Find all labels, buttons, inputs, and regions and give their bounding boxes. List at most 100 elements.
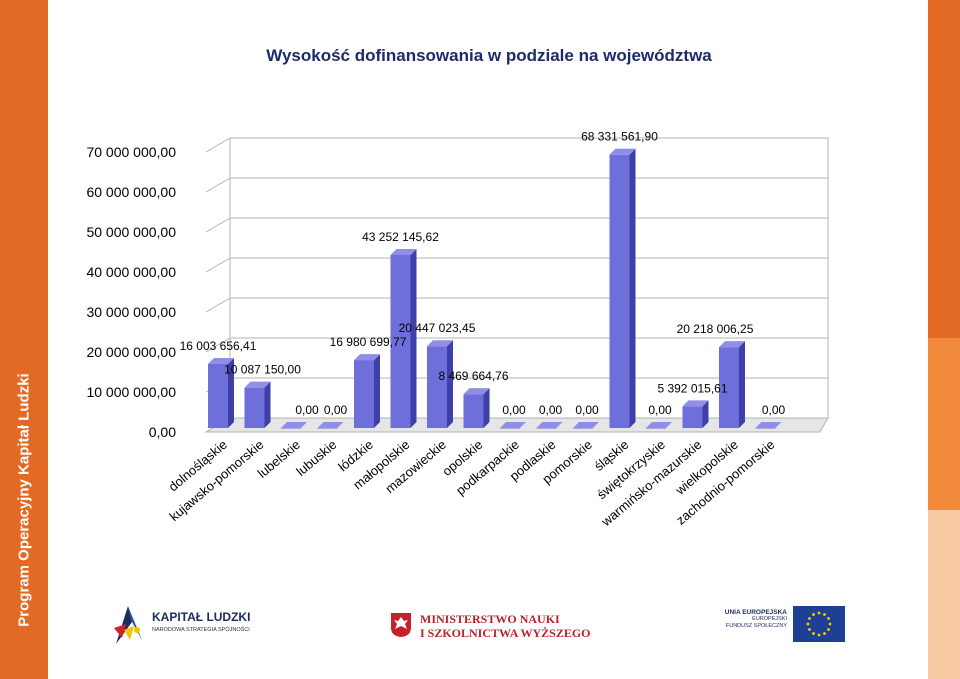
bar-top bbox=[755, 422, 782, 428]
bar-top bbox=[317, 422, 344, 428]
eu-star bbox=[817, 611, 821, 615]
eu-star bbox=[827, 617, 830, 620]
bar-side bbox=[483, 388, 490, 428]
bar-top bbox=[463, 388, 490, 395]
kapital-ludzki-title: KAPITAŁ LUDZKI bbox=[152, 610, 251, 624]
bar-front bbox=[317, 428, 338, 429]
bar bbox=[244, 381, 271, 428]
bar bbox=[536, 422, 563, 429]
data-label: 0,00 bbox=[648, 403, 672, 417]
bar-top bbox=[244, 381, 271, 388]
eu-star bbox=[817, 633, 821, 637]
kapital-ludzki-subtitle: NARODOWA STRATEGIA SPÓJNOŚCI bbox=[152, 627, 250, 633]
right-band-mid bbox=[928, 338, 960, 510]
bar-top bbox=[500, 422, 526, 428]
data-label: 0,00 bbox=[295, 403, 319, 417]
bar-front bbox=[390, 254, 411, 428]
y-tick-label: 50 000 000,00 bbox=[86, 224, 176, 240]
bar bbox=[427, 340, 453, 428]
eu-star bbox=[823, 632, 826, 635]
bar-side bbox=[228, 357, 234, 428]
kapital-ludzki-logo: KAPITAŁ LUDZKI NARODOWA STRATEGIA SPÓJNO… bbox=[112, 600, 312, 646]
bar-front bbox=[536, 428, 557, 429]
bar-front bbox=[573, 428, 593, 429]
bar-front bbox=[500, 428, 520, 429]
bar-side bbox=[374, 354, 380, 428]
data-label: 20 447 023,45 bbox=[399, 321, 476, 335]
bar-front bbox=[609, 154, 630, 428]
kapital-ludzki-emblem-icon bbox=[114, 606, 142, 644]
eu-star bbox=[828, 622, 832, 626]
data-label: 43 252 145,62 bbox=[362, 230, 439, 244]
y-tick-label: 40 000 000,00 bbox=[86, 264, 176, 280]
bar-top bbox=[390, 248, 417, 255]
data-label: 8 469 664,76 bbox=[438, 369, 508, 383]
eu-star bbox=[806, 622, 810, 626]
data-label: 0,00 bbox=[502, 403, 526, 417]
y-tick-label: 70 000 000,00 bbox=[86, 144, 176, 160]
bar bbox=[208, 357, 234, 428]
data-label: 5 392 015,61 bbox=[657, 381, 727, 395]
bar-side bbox=[629, 148, 636, 428]
bar-front bbox=[463, 394, 484, 428]
bar-front bbox=[281, 428, 301, 429]
bar-top bbox=[354, 354, 380, 361]
gridline-depth bbox=[205, 217, 231, 233]
gridline-depth bbox=[205, 257, 231, 273]
eu-line3: FUNDUSZ SPOŁECZNY bbox=[725, 622, 787, 629]
data-label: 0,00 bbox=[575, 403, 599, 417]
bar-front bbox=[427, 346, 447, 428]
bar-front bbox=[354, 360, 374, 428]
bar-front bbox=[755, 428, 776, 429]
eu-line2: EUROPEJSKI bbox=[752, 616, 787, 623]
bar bbox=[573, 422, 599, 429]
bar-front bbox=[682, 406, 703, 428]
data-label: 68 331 561,90 bbox=[581, 130, 658, 144]
polish-eagle-emblem-icon bbox=[391, 613, 411, 637]
gridline-depth bbox=[205, 137, 231, 153]
bar-top bbox=[609, 148, 636, 155]
bar-chart: 0,00 10 000 000,00 20 000 000,00 30 000 000… bbox=[86, 130, 829, 530]
data-label: 0,00 bbox=[539, 403, 563, 417]
y-tick-label: 0,00 bbox=[149, 424, 176, 440]
chart-title: Wysokość dofinansowania w podziale na wo… bbox=[266, 46, 712, 65]
bar-side bbox=[739, 341, 745, 428]
bar-top bbox=[646, 422, 672, 428]
eu-star bbox=[812, 613, 815, 616]
bar bbox=[317, 422, 344, 429]
eu-star bbox=[812, 632, 815, 635]
right-color-band bbox=[928, 0, 960, 679]
bar-front bbox=[244, 387, 265, 428]
bar-side bbox=[702, 400, 709, 428]
eu-star bbox=[808, 617, 811, 620]
right-band-dark bbox=[928, 0, 960, 338]
bar bbox=[609, 148, 636, 428]
data-label: 0,00 bbox=[762, 403, 786, 417]
bar-top bbox=[208, 357, 234, 364]
data-label: 10 087 150,00 bbox=[224, 363, 301, 377]
y-tick-label: 30 000 000,00 bbox=[86, 304, 176, 320]
bar-front bbox=[646, 428, 666, 429]
eu-logo: UNIA EUROPEJSKA EUROPEJSKI FUNDUSZ SPOŁE… bbox=[700, 606, 845, 646]
gridline-depth bbox=[205, 177, 231, 193]
data-label: 20 218 006,25 bbox=[677, 322, 754, 336]
eu-star bbox=[808, 628, 811, 631]
bar-top bbox=[682, 400, 709, 407]
x-tick-label: lubuskie bbox=[293, 437, 339, 479]
y-tick-label: 20 000 000,00 bbox=[86, 344, 176, 360]
bar bbox=[390, 248, 417, 428]
data-label: 16 003 656,41 bbox=[180, 339, 257, 353]
left-sidebar-band: Program Operacyjny Kapitał Ludzki bbox=[0, 0, 48, 679]
y-tick-label: 60 000 000,00 bbox=[86, 184, 176, 200]
bar bbox=[463, 388, 490, 428]
eu-star bbox=[827, 628, 830, 631]
bar-top bbox=[281, 422, 307, 428]
bar bbox=[719, 341, 745, 428]
bar-top bbox=[573, 422, 599, 428]
ministerstwo-line1: MINISTERSTWO NAUKI bbox=[420, 612, 560, 626]
bar bbox=[682, 400, 709, 428]
bar bbox=[755, 422, 782, 429]
right-band-light bbox=[928, 510, 960, 679]
eu-flag-icon bbox=[793, 606, 845, 642]
bar-side bbox=[264, 381, 271, 428]
